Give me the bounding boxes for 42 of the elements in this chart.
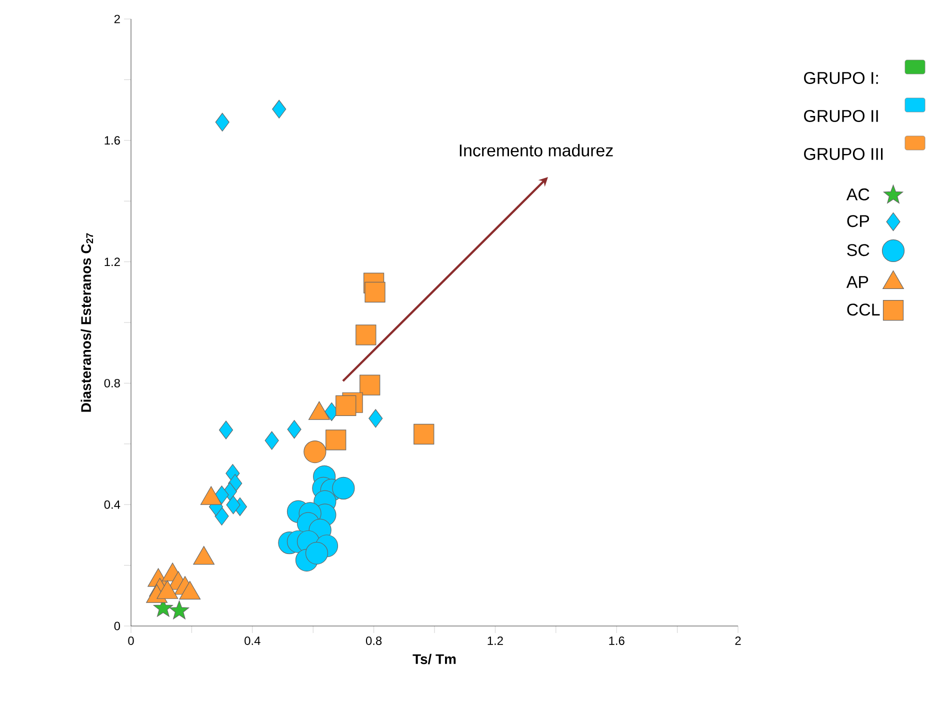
x-tick-label: 1.6 xyxy=(609,636,624,645)
x-axis-title: Ts/ Tm xyxy=(412,654,456,664)
point xyxy=(214,486,229,504)
point xyxy=(305,542,328,564)
y-tick-label: 2 xyxy=(114,14,120,24)
x-tick-label: 0.4 xyxy=(244,636,260,645)
point xyxy=(214,506,229,526)
point xyxy=(326,430,346,450)
point xyxy=(332,476,355,500)
point xyxy=(218,420,234,440)
point xyxy=(304,440,326,464)
point xyxy=(264,431,279,450)
point xyxy=(215,112,230,132)
text: GRUPO I: xyxy=(804,72,878,84)
y-tick-label: 0.4 xyxy=(104,500,120,509)
x-tick-label: 1.2 xyxy=(488,636,503,645)
point xyxy=(364,282,386,302)
y-tick-label: 0.8 xyxy=(104,378,120,388)
point xyxy=(336,395,356,416)
y-tick-label: 0 xyxy=(114,622,120,630)
x-tick-label: 2 xyxy=(735,636,741,645)
x-tick-label: 0.8 xyxy=(366,636,382,645)
y-axis-title: Diasteranos/ Esteranos C$_{27}$ xyxy=(80,233,94,412)
x-tick-label: 0 xyxy=(128,636,134,645)
point xyxy=(287,420,302,439)
point xyxy=(368,409,383,428)
point xyxy=(226,496,240,514)
legend-label: SC xyxy=(847,244,870,256)
point xyxy=(356,324,376,346)
legend-label: CCL xyxy=(847,304,880,316)
y-tick-label: 1.2 xyxy=(104,258,120,266)
annotation: Incremento madurez xyxy=(460,144,613,156)
point xyxy=(169,600,190,620)
text: GRUPO III xyxy=(804,148,883,160)
point xyxy=(414,424,434,444)
y-tick-label: 1.6 xyxy=(104,136,120,145)
legend-label: AC xyxy=(846,188,870,200)
point xyxy=(360,374,380,396)
legend-label: CP xyxy=(847,215,870,228)
point xyxy=(272,100,286,118)
text: GRUPO II xyxy=(804,110,878,122)
legend-label: AP xyxy=(846,276,868,288)
